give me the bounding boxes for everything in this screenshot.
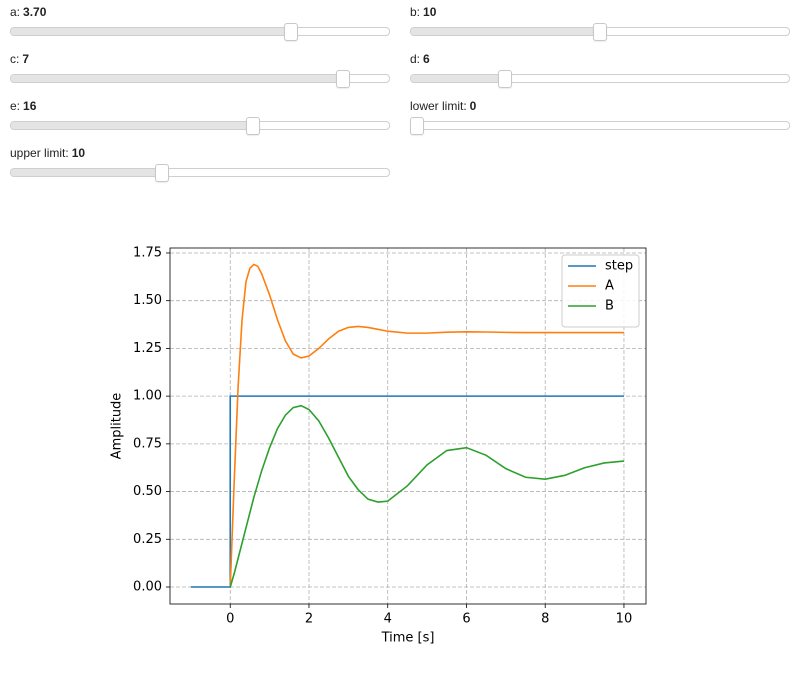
slider-track[interactable] xyxy=(10,74,390,83)
slider-fill xyxy=(11,28,293,35)
slider-thumb[interactable] xyxy=(155,164,169,182)
slider[interactable]: upper limit: 10 xyxy=(10,141,390,182)
slider-name: b: xyxy=(410,5,421,19)
x-tick-label: 4 xyxy=(384,612,392,627)
x-tick-label: 0 xyxy=(226,612,234,627)
slider[interactable]: e: 16 xyxy=(10,94,390,135)
slider-track[interactable] xyxy=(410,121,790,130)
slider-thumb[interactable] xyxy=(410,117,424,135)
chart: 0.00 0.25 0.50 0.75 1.00 1.25 1.50 1.75 0 2 4 6 8 10 T… xyxy=(110,245,647,646)
slider-track[interactable] xyxy=(10,121,390,130)
slider-thumb[interactable] xyxy=(284,23,299,41)
slider-thumb[interactable] xyxy=(335,70,350,88)
slider-name: lower limit: xyxy=(410,99,467,113)
slider-label: d: 6 xyxy=(410,52,430,66)
slider-fill xyxy=(411,28,601,35)
slider-value: 6 xyxy=(423,52,430,66)
slider-name: d: xyxy=(410,52,421,66)
legend-box xyxy=(561,254,640,328)
slider-name: c: xyxy=(10,52,20,66)
slider-label: lower limit: 0 xyxy=(410,99,476,113)
slider-thumb[interactable] xyxy=(593,23,607,41)
y-tick-label: 1.50 xyxy=(133,293,162,308)
slider-fill xyxy=(411,75,506,82)
y-tick-label: 0.75 xyxy=(133,436,162,451)
slider-fill xyxy=(11,169,163,176)
line-series xyxy=(229,263,624,588)
slider[interactable]: lower limit: 0 xyxy=(410,94,790,135)
slider-value: 16 xyxy=(23,99,37,113)
slider-label: c: 7 xyxy=(10,52,29,66)
slider-name: e: xyxy=(10,99,21,113)
line-series xyxy=(229,404,625,588)
slider[interactable]: c: 7 xyxy=(10,47,390,88)
slider-name: a: xyxy=(10,5,21,19)
line-series xyxy=(190,395,624,588)
y-tick-label: 0.50 xyxy=(133,484,162,499)
slider-value: 0 xyxy=(469,99,477,113)
plot-frame xyxy=(169,247,647,605)
y-tick-label: 0.00 xyxy=(133,580,162,595)
slider-label: e: 16 xyxy=(10,99,36,113)
x-tick-label: 6 xyxy=(462,612,470,627)
slider-value: 3.70 xyxy=(23,5,47,19)
legend-label: B xyxy=(605,299,614,314)
y-tick-label: 1.75 xyxy=(133,245,162,260)
slider-fill xyxy=(11,75,344,82)
x-tick-label: 2 xyxy=(305,612,313,627)
slider-value: 10 xyxy=(423,5,437,19)
slider-panel: a: 3.70 b: 10 c: 7 d: 6 e: 16 lower limit: 0 upper l… xyxy=(0,0,800,200)
slider-track[interactable] xyxy=(10,168,390,177)
slider[interactable]: b: 10 xyxy=(410,0,790,41)
slider-name: upper limit: xyxy=(10,146,69,160)
slider-value: 7 xyxy=(22,52,30,66)
slider-label: a: 3.70 xyxy=(10,5,46,19)
y-tick-label: 1.00 xyxy=(133,389,162,404)
slider[interactable]: d: 6 xyxy=(410,47,790,88)
y-tick-label: 1.25 xyxy=(133,341,162,356)
slider[interactable]: a: 3.70 xyxy=(10,0,390,41)
x-axis-label: Time [s] xyxy=(381,631,435,646)
slider-thumb[interactable] xyxy=(498,70,512,88)
slider-thumb[interactable] xyxy=(246,117,261,135)
y-tick-label: 0.25 xyxy=(133,532,162,547)
slider-value: 10 xyxy=(71,146,86,160)
slider-label: upper limit: 10 xyxy=(10,146,85,160)
slider-label: b: 10 xyxy=(410,5,436,19)
slider-fill xyxy=(11,122,255,129)
legend-label: step xyxy=(605,259,633,274)
y-axis-label: Amplitude xyxy=(110,393,125,460)
slider-track[interactable] xyxy=(10,27,390,36)
x-tick-label: 10 xyxy=(616,612,633,627)
slider-track[interactable] xyxy=(410,74,790,83)
x-tick-label: 8 xyxy=(541,612,549,627)
legend-label: A xyxy=(605,279,614,294)
